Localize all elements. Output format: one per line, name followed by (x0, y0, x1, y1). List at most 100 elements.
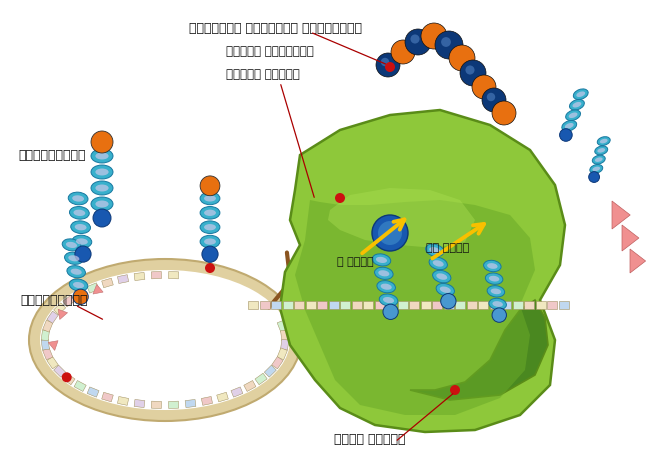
Bar (363, 301, 373, 309)
Ellipse shape (566, 110, 581, 121)
Ellipse shape (592, 167, 600, 171)
Text: ಎಂಆರ್ಎನ್ಎ: ಎಂಆರ್ಎನ್ಎ (20, 293, 87, 307)
Bar (340, 301, 350, 309)
Bar (386, 301, 396, 309)
Polygon shape (630, 249, 646, 273)
Bar (478, 301, 488, 309)
Text: ಎ ಸೈಟ್: ಎ ಸೈಟ್ (337, 257, 373, 267)
Ellipse shape (204, 210, 216, 216)
Ellipse shape (598, 148, 605, 153)
Polygon shape (134, 399, 145, 408)
Polygon shape (328, 188, 475, 248)
Ellipse shape (91, 181, 113, 195)
Ellipse shape (66, 242, 77, 248)
Ellipse shape (595, 146, 608, 155)
Ellipse shape (429, 257, 447, 270)
Bar (398, 301, 408, 309)
Ellipse shape (436, 284, 454, 296)
Ellipse shape (73, 282, 84, 288)
Ellipse shape (200, 235, 220, 248)
Circle shape (93, 209, 111, 227)
Bar (374, 301, 385, 309)
Ellipse shape (492, 301, 503, 307)
Ellipse shape (597, 137, 610, 146)
Circle shape (589, 172, 600, 182)
Ellipse shape (96, 152, 109, 159)
Ellipse shape (572, 102, 581, 107)
Circle shape (383, 304, 398, 319)
Circle shape (385, 62, 395, 72)
Ellipse shape (433, 270, 451, 283)
Polygon shape (134, 273, 145, 280)
Polygon shape (42, 348, 53, 360)
Ellipse shape (96, 185, 109, 191)
Circle shape (492, 101, 516, 125)
Ellipse shape (486, 273, 503, 284)
Ellipse shape (487, 285, 505, 297)
Circle shape (202, 246, 218, 262)
Ellipse shape (376, 257, 387, 263)
Ellipse shape (491, 288, 501, 294)
Ellipse shape (378, 270, 389, 276)
Ellipse shape (433, 260, 444, 267)
Ellipse shape (377, 280, 395, 293)
Polygon shape (151, 271, 161, 279)
Ellipse shape (570, 100, 585, 110)
Polygon shape (280, 110, 565, 432)
Ellipse shape (91, 165, 113, 179)
Bar (271, 301, 281, 309)
Polygon shape (185, 399, 196, 408)
Text: ಪಿ ಸೈಟ್: ಪಿ ಸೈಟ್ (426, 243, 469, 253)
Bar (501, 301, 511, 309)
Bar (536, 301, 546, 309)
Ellipse shape (200, 192, 220, 205)
Polygon shape (169, 271, 178, 279)
Polygon shape (295, 200, 535, 415)
Ellipse shape (489, 276, 499, 281)
Ellipse shape (29, 259, 301, 421)
Circle shape (75, 246, 91, 262)
Bar (524, 301, 534, 309)
Polygon shape (41, 339, 49, 350)
Circle shape (441, 294, 456, 309)
Circle shape (91, 131, 113, 153)
Polygon shape (243, 381, 256, 392)
Ellipse shape (569, 112, 577, 118)
Circle shape (378, 221, 402, 245)
Bar (455, 301, 465, 309)
Ellipse shape (489, 298, 506, 310)
Polygon shape (271, 357, 283, 369)
Ellipse shape (600, 139, 607, 143)
Text: ದೋಡ್ಡ ಉಪಘಟಕ: ದೋಡ್ಡ ಉಪಘಟಕ (226, 68, 300, 81)
Polygon shape (48, 341, 58, 350)
Ellipse shape (91, 197, 113, 211)
Text: ಟಿಆರ್ಎನ್ಎ: ಟಿಆರ್ಎನ್ಎ (18, 149, 85, 162)
Polygon shape (201, 397, 212, 405)
Circle shape (450, 385, 460, 395)
Circle shape (200, 176, 220, 196)
Polygon shape (93, 285, 103, 294)
Circle shape (335, 193, 345, 203)
Ellipse shape (576, 91, 585, 97)
Ellipse shape (64, 252, 83, 264)
Polygon shape (87, 283, 99, 293)
Ellipse shape (374, 267, 393, 280)
Polygon shape (151, 401, 161, 409)
Bar (547, 301, 557, 309)
Ellipse shape (68, 192, 88, 205)
Polygon shape (281, 330, 289, 341)
Bar (512, 301, 523, 309)
Ellipse shape (200, 221, 220, 234)
Bar (443, 301, 454, 309)
Polygon shape (41, 330, 49, 341)
Circle shape (372, 215, 408, 251)
Polygon shape (117, 274, 129, 284)
Polygon shape (117, 397, 129, 405)
Ellipse shape (440, 286, 450, 293)
Ellipse shape (562, 120, 577, 131)
Polygon shape (217, 392, 229, 402)
Circle shape (381, 58, 389, 66)
Ellipse shape (590, 164, 603, 174)
Ellipse shape (76, 238, 88, 245)
Ellipse shape (574, 89, 588, 100)
